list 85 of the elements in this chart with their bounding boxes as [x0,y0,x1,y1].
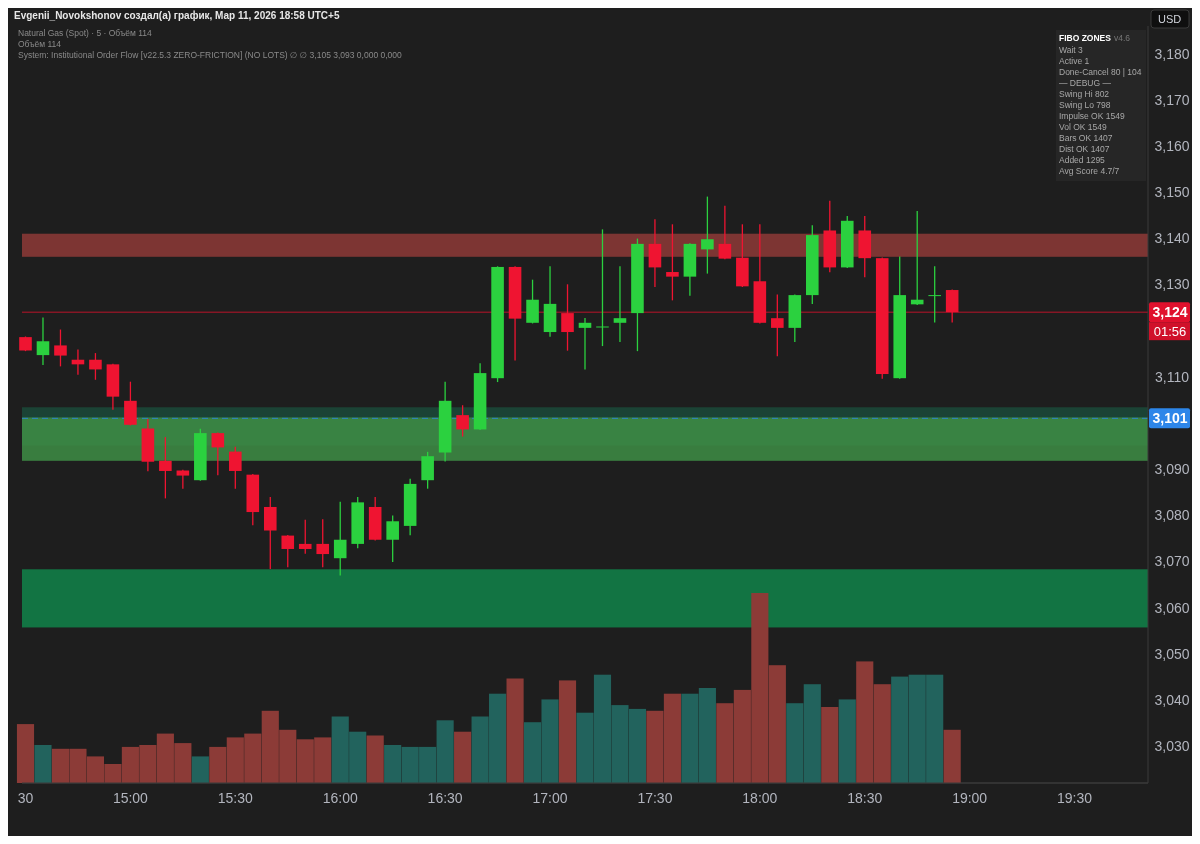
chart-subtitle: Natural Gas (Spot) · 5 · Объём 114 [18,28,152,38]
y-tick-label: 3,170 [1154,91,1190,108]
y-tick-label: 3,140 [1154,230,1190,247]
candlestick [298,519,312,554]
y-tick-label: 3,060 [1154,599,1190,616]
bar [506,678,524,783]
candlestick [526,279,539,324]
candlestick [333,501,347,576]
candlestick [159,437,172,499]
annotation: Wait 3 [1059,45,1084,55]
candlestick [718,205,732,260]
y-tick-label: 3,150 [1154,184,1190,201]
candlestick [316,519,330,568]
candlestick [561,284,574,351]
x-tick-label: 16:00 [322,790,358,806]
candlestick [281,534,295,568]
candlestick [613,266,627,342]
annotation: — DEBUG — [1059,78,1112,88]
candlestick [211,432,225,476]
bar [16,724,35,783]
annotation: Impulse OK 1549 [1059,111,1125,121]
candlestick [648,219,662,287]
y-tick-label: 3,070 [1154,553,1190,570]
candlestick [54,329,67,367]
candlestick [229,446,242,489]
annotation: Done-Cancel 80 | 104 [1059,67,1142,77]
candlestick [701,196,714,274]
annotation: Vol OK 1549 [1059,122,1107,132]
x-tick-label: 16:30 [427,790,463,806]
candlestick [596,229,609,347]
y-tick-label: 3,030 [1154,738,1190,755]
bar [34,745,52,783]
candlestick [89,353,102,380]
y-tick-label: 3,050 [1154,645,1190,662]
candlestick [176,469,190,489]
text: v4.6 [1113,33,1131,43]
y-tick-label: 3,080 [1154,507,1190,524]
y-tick-label: 3,040 [1154,691,1190,708]
candlestick [421,451,434,489]
x-tick-label: 15:00 [112,790,149,806]
y-tick-label: 3,160 [1154,138,1190,155]
y-tick-label: 3,090 [1154,461,1190,478]
y-tick-label: 3,110 [1155,368,1190,385]
candlestick [945,289,959,323]
bar [454,731,472,783]
annotation: Active 1 [1059,56,1090,66]
bar [191,756,209,783]
x-tick-label: 19:00 [952,790,988,806]
x-tick-label: 18:30 [847,790,883,806]
x-tick-label: 17:30 [637,790,673,806]
bar [838,699,856,783]
candlestick [666,224,679,301]
annotation: Bars OK 1407 [1059,133,1113,143]
ref-line-label: 3,101 [1152,410,1188,427]
candlestick [456,405,469,437]
candlestick [124,381,137,426]
y-tick-label: 3,180 [1154,45,1190,62]
annotation: 01:56 [1153,324,1187,340]
x-tick-label: 19:30 [1057,790,1093,806]
y-tick-label: 3,130 [1154,276,1190,293]
ref-line-label: 3,124 [1152,304,1188,321]
bar [366,735,384,783]
candlestick [578,318,592,370]
annotation: Объём 114 [18,39,62,49]
annotation: System: Institutional Order Flow [v22.5.3 ZERO-FRICTION] (NO LOTS) ∅ ∅ 3,105 3,093 0,000 0,000 [18,50,403,60]
y-axis-title: USD [1158,13,1182,25]
candlestick [928,266,941,323]
candlestick [263,497,277,570]
bar [943,729,961,783]
bar [558,680,577,783]
x-tick-label: 17:00 [532,790,568,806]
bar [821,707,839,783]
x-tick-label: 30 [17,790,34,806]
annotation: Swing Lo 798 [1059,100,1111,110]
candlestick [36,317,50,365]
text: FIBO ZONES [1059,33,1111,43]
annotation: Avg Score 4.7/7 [1059,166,1120,176]
x-tick-label: 18:00 [742,790,778,806]
x-tick-label: 15:30 [217,790,254,806]
annotation: Added 1295 [1059,155,1106,165]
candlestick [771,294,784,357]
annotation: Dist OK 1407 [1059,144,1110,154]
chart-title: Evgenii_Novokshonov создал(а) график, Мар 11, 2026 18:58 UTC+5 [14,10,340,21]
candlestick [386,515,399,563]
annotation: Swing Hi 802 [1059,89,1110,99]
